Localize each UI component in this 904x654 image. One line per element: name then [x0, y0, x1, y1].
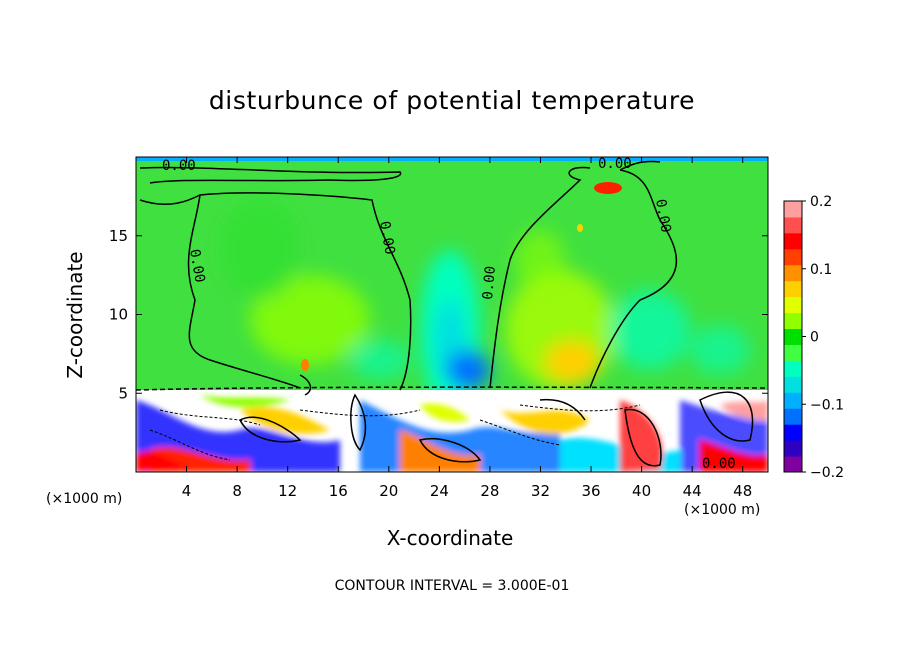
colorbar-tick-label: −0.2	[810, 465, 844, 481]
x-tick-label: 40	[632, 482, 651, 500]
colorbar-tick-label: 0.2	[810, 194, 832, 210]
x-unit-label-right: (×1000 m)	[684, 502, 761, 518]
x-tick-label: 48	[733, 482, 752, 500]
x-tick-label: 28	[480, 482, 499, 500]
x-axis-label: X-coordinate	[386, 526, 514, 550]
colorbar-tick-label: 0.1	[810, 262, 832, 278]
contour-label: 0.00	[598, 156, 632, 172]
contour-label: 0.00	[376, 220, 398, 256]
x-tick-label: 36	[581, 482, 600, 500]
z-tick-label: 15	[109, 227, 128, 245]
colorbar-swatch	[784, 440, 802, 457]
z-axis-label: Z-coordinate	[63, 251, 87, 379]
contour-label: 0.00	[702, 456, 736, 472]
contour-label: 0.00	[652, 198, 674, 234]
colorbar-swatch	[784, 392, 802, 409]
contour-labels: 0.00 0.00 0.00 0.00 0.00 0.00 0.00	[162, 156, 736, 472]
colorbar-swatch	[784, 328, 802, 345]
x-tick-label: 32	[531, 482, 550, 500]
x-tick-label: 44	[683, 482, 702, 500]
colorbar-swatch	[784, 376, 802, 393]
x-tick-label: 20	[379, 482, 398, 500]
colorbar-swatch	[784, 264, 802, 282]
chart-title: disturbunce of potential temperature	[208, 86, 696, 115]
colorbar-swatch	[784, 248, 802, 266]
x-tick-label: 24	[430, 482, 449, 500]
x-tick-label: 8	[232, 482, 242, 500]
x-tick-label: 4	[182, 482, 192, 500]
colorbar-swatch	[784, 201, 802, 218]
colorbar-swatch	[784, 312, 802, 330]
contour-label: 0.00	[480, 265, 499, 300]
colorbar-swatch	[784, 344, 802, 361]
contour-interval-note: CONTOUR INTERVAL = 3.000E-01	[334, 578, 570, 594]
colorbar-swatch	[784, 280, 802, 298]
x-tick-label: 16	[329, 482, 348, 500]
z-tick-label: 5	[118, 384, 128, 402]
x-axis: 4 8 12 16 20 24 28 32 36 40 44 48	[182, 157, 752, 500]
colorbar-swatch	[784, 232, 802, 250]
colorbar-tick-label: −0.1	[810, 397, 844, 413]
colorbar-swatch	[784, 424, 802, 441]
colorbar-swatch	[784, 296, 802, 314]
x-unit-label: (×1000 m)	[46, 491, 123, 507]
z-tick-label: 10	[109, 306, 128, 324]
heatmap-field	[136, 157, 768, 472]
x-tick-label: 12	[278, 482, 297, 500]
colorbar: 0.2 0.1 0 −0.1 −0.2	[783, 194, 844, 481]
contour-label: 0.00	[162, 158, 196, 174]
colorbar-swatch	[784, 408, 802, 425]
z-axis: 5 10 15	[109, 227, 768, 402]
colorbar-swatch	[784, 216, 802, 234]
contour-label: 0.00	[186, 248, 208, 284]
colorbar-swatch	[784, 360, 802, 377]
colorbar-tick-label: 0	[810, 330, 819, 346]
colorbar-swatch	[784, 456, 802, 473]
